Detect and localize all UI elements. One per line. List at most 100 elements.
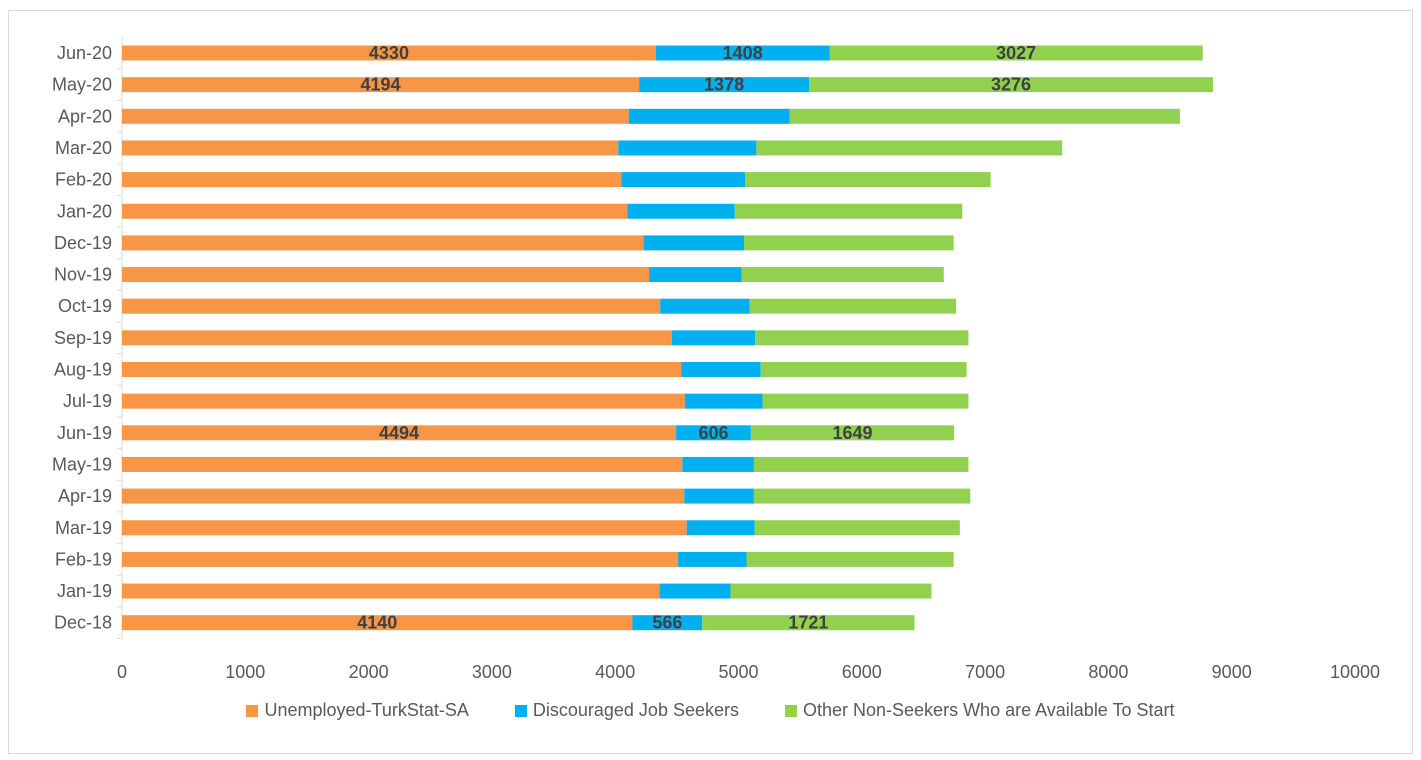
- legend-swatch-unemployed: [246, 704, 259, 717]
- legend-label-other-non-seekers: Other Non-Seekers Who are Available To S…: [803, 700, 1175, 720]
- bar-other-non-seekers-who-are-available-to-start-dec-18: [702, 615, 915, 631]
- legend-item-unemployed: Unemployed-TurkStat-SA: [246, 700, 469, 721]
- bar-unemployed-turkstat-sa-dec-18: [122, 615, 633, 631]
- x-tick-label-8000: 8000: [1088, 662, 1128, 682]
- legend-item-discouraged: Discouraged Job Seekers: [514, 700, 739, 721]
- y-tick-label-mar-19: Mar-19: [55, 518, 112, 538]
- bar-unemployed-turkstat-sa-mar-19: [122, 520, 687, 536]
- bar-other-non-seekers-who-are-available-to-start-apr-20: [789, 108, 1180, 124]
- y-tick-label-feb-19: Feb-19: [55, 549, 112, 569]
- bar-discouraged-job-seekers-oct-19: [660, 298, 750, 314]
- y-tick-label-may-19: May-19: [52, 454, 112, 474]
- bar-other-non-seekers-who-are-available-to-start-jan-20: [734, 203, 963, 219]
- bar-unemployed-turkstat-sa-feb-20: [122, 172, 622, 188]
- y-tick-label-jun-20: Jun-20: [57, 43, 112, 63]
- x-tick-label-5000: 5000: [718, 662, 758, 682]
- x-tick-label-3000: 3000: [472, 662, 512, 682]
- y-tick-label-sep-19: Sep-19: [54, 328, 112, 348]
- bar-unemployed-turkstat-sa-apr-20: [122, 108, 629, 124]
- stacked-bar-chart: 4330 1408 3027 4194 1378 3276 4494 606 1649 4140 5…: [52, 37, 1380, 682]
- y-tick-label-jan-20: Jan-20: [57, 201, 112, 221]
- bar-discouraged-job-seekers-may-19: [682, 456, 754, 472]
- x-tick-labels: 0 1000 2000 3000 4000 5000 6000 7000 8000 9000 100…: [117, 662, 1380, 682]
- data-label-discouraged-job-seekers-jun-20: 1408: [723, 43, 763, 63]
- y-tick-label-apr-20: Apr-20: [58, 106, 112, 126]
- bar-unemployed-turkstat-sa-jan-19: [122, 583, 660, 599]
- bar-unemployed-turkstat-sa-may-19: [122, 456, 683, 472]
- y-tick-label-nov-19: Nov-19: [54, 265, 112, 285]
- y-tick-label-oct-19: Oct-19: [58, 296, 112, 316]
- bar-other-non-seekers-who-are-available-to-start-jul-19: [762, 393, 969, 409]
- data-label-unemployed-turkstat-sa-may-20: 4194: [361, 75, 401, 95]
- y-tick-label-dec-18: Dec-18: [54, 613, 112, 633]
- bar-discouraged-job-seekers-apr-20: [628, 108, 790, 124]
- data-label-unemployed-turkstat-sa-dec-18: 4140: [357, 613, 397, 633]
- bar-unemployed-turkstat-sa-nov-19: [122, 267, 650, 283]
- bar-unemployed-turkstat-sa-aug-19: [122, 362, 682, 377]
- x-tick-label-1000: 1000: [225, 662, 265, 682]
- bar-discouraged-job-seekers-jun-19: [676, 425, 751, 441]
- data-label-unemployed-turkstat-sa-jun-20: 4330: [369, 43, 409, 63]
- data-label-discouraged-job-seekers-jun-19: 606: [698, 423, 728, 443]
- bar-other-non-seekers-who-are-available-to-start-sep-19: [755, 330, 969, 346]
- bar-unemployed-turkstat-sa-jun-20: [122, 45, 656, 61]
- bar-discouraged-job-seekers-jul-19: [684, 393, 763, 409]
- y-tick-label-jun-19: Jun-19: [57, 423, 112, 443]
- bar-discouraged-job-seekers-nov-19: [649, 267, 742, 283]
- bar-unemployed-turkstat-sa-may-20: [122, 77, 640, 93]
- bar-discouraged-job-seekers-feb-20: [621, 172, 746, 188]
- y-tick-label-jan-19: Jan-19: [57, 581, 112, 601]
- y-tick-label-dec-19: Dec-19: [54, 233, 112, 253]
- y-tick-label-feb-20: Feb-20: [55, 170, 112, 190]
- bar-discouraged-job-seekers-jan-19: [659, 583, 731, 599]
- y-axis: [117, 37, 123, 640]
- bar-other-non-seekers-who-are-available-to-start-jun-19: [750, 425, 955, 441]
- bar-unemployed-turkstat-sa-sep-19: [122, 330, 672, 346]
- data-labels-group: 4330 1408 3027 4194 1378 3276 4494 606 1649 4140 5…: [357, 43, 1036, 633]
- bar-other-non-seekers-who-are-available-to-start-dec-19: [744, 235, 954, 251]
- bar-unemployed-turkstat-sa-jun-19: [122, 425, 677, 441]
- legend-item-other-non-seekers: Other Non-Seekers Who are Available To S…: [785, 700, 1175, 721]
- data-label-other-non-seekers-who-are-available-to-start-jun-20: 3027: [996, 43, 1036, 63]
- data-label-other-non-seekers-who-are-available-to-start-may-20: 3276: [991, 75, 1031, 95]
- bar-other-non-seekers-who-are-available-to-start-mar-20: [756, 140, 1063, 156]
- legend: Unemployed-TurkStat-SA Discouraged Job S…: [0, 700, 1421, 721]
- bar-discouraged-job-seekers-feb-19: [678, 551, 747, 567]
- bar-unemployed-turkstat-sa-dec-19: [122, 235, 644, 251]
- bar-unemployed-turkstat-sa-oct-19: [122, 298, 661, 314]
- data-label-other-non-seekers-who-are-available-to-start-jun-19: 1649: [832, 423, 872, 443]
- x-tick-label-9000: 9000: [1212, 662, 1252, 682]
- bar-other-non-seekers-who-are-available-to-start-may-19: [753, 456, 969, 472]
- bar-other-non-seekers-who-are-available-to-start-apr-19: [753, 488, 971, 504]
- bar-other-non-seekers-who-are-available-to-start-aug-19: [760, 362, 967, 377]
- data-label-other-non-seekers-who-are-available-to-start-dec-18: 1721: [788, 613, 828, 633]
- x-tick-label-6000: 6000: [842, 662, 882, 682]
- y-tick-label-may-20: May-20: [52, 75, 112, 95]
- x-tick-label-2000: 2000: [349, 662, 389, 682]
- y-category-labels: Jun-20 May-20 Apr-20 Mar-20 Feb-20 Jan-20 Dec-…: [52, 43, 112, 633]
- x-tick-label-10000: 10000: [1330, 662, 1380, 682]
- bar-other-non-seekers-who-are-available-to-start-jun-20: [829, 45, 1203, 61]
- bar-other-non-seekers-who-are-available-to-start-feb-19: [746, 551, 954, 567]
- y-tick-label-mar-20: Mar-20: [55, 138, 112, 158]
- bar-unemployed-turkstat-sa-mar-20: [122, 140, 619, 156]
- legend-label-unemployed: Unemployed-TurkStat-SA: [264, 700, 469, 720]
- data-label-unemployed-turkstat-sa-jun-19: 4494: [379, 423, 419, 443]
- bar-other-non-seekers-who-are-available-to-start-jan-19: [730, 583, 932, 599]
- bar-unemployed-turkstat-sa-jul-19: [122, 393, 685, 409]
- y-tick-label-aug-19: Aug-19: [54, 360, 112, 380]
- legend-swatch-other-non-seekers: [785, 704, 797, 717]
- y-tick-label-jul-19: Jul-19: [63, 391, 112, 411]
- bar-unemployed-turkstat-sa-jan-20: [122, 203, 628, 219]
- bar-unemployed-turkstat-sa-apr-19: [122, 488, 685, 504]
- bar-discouraged-job-seekers-mar-19: [686, 520, 755, 536]
- bar-other-non-seekers-who-are-available-to-start-oct-19: [749, 298, 957, 314]
- bar-discouraged-job-seekers-dec-19: [643, 235, 745, 251]
- bar-discouraged-job-seekers-dec-18: [632, 615, 703, 631]
- bars-group: [122, 45, 1213, 631]
- legend-swatch-discouraged: [514, 704, 527, 717]
- bar-discouraged-job-seekers-sep-19: [671, 330, 756, 346]
- data-label-discouraged-job-seekers-dec-18: 566: [652, 613, 682, 633]
- data-label-discouraged-job-seekers-may-20: 1378: [704, 75, 744, 95]
- bar-discouraged-job-seekers-jan-20: [627, 203, 735, 219]
